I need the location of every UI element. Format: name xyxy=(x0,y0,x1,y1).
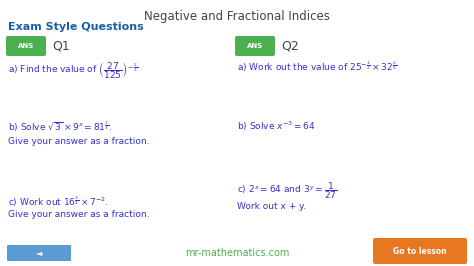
Text: Go to lesson: Go to lesson xyxy=(393,247,447,256)
FancyBboxPatch shape xyxy=(7,245,71,261)
FancyBboxPatch shape xyxy=(6,36,46,56)
Text: ◄: ◄ xyxy=(36,248,42,257)
Text: Exam Style Questions: Exam Style Questions xyxy=(8,22,144,32)
Text: Give your answer as a fraction.: Give your answer as a fraction. xyxy=(8,210,149,219)
FancyBboxPatch shape xyxy=(373,238,467,264)
Text: b) Solve $\sqrt{3} \times 9^{x} = 81^{\frac{2}{3}}$.: b) Solve $\sqrt{3} \times 9^{x} = 81^{\f… xyxy=(8,120,112,135)
Text: ANS: ANS xyxy=(18,43,34,49)
Text: a) Work out the value of $25^{-\frac{1}{2}} \times 32^{\frac{2}{5}}$: a) Work out the value of $25^{-\frac{1}{… xyxy=(237,60,397,74)
Text: Negative and Fractional Indices: Negative and Fractional Indices xyxy=(144,10,330,23)
Text: Q2: Q2 xyxy=(281,39,299,52)
Text: Work out x + y.: Work out x + y. xyxy=(237,202,306,211)
Text: a) Find the value of $\left(\dfrac{27}{125}\right)^{\!-\frac{2}{3}}$: a) Find the value of $\left(\dfrac{27}{1… xyxy=(8,60,138,81)
Text: Give your answer as a fraction.: Give your answer as a fraction. xyxy=(8,137,149,146)
Text: b) Solve $x^{-3} = 64$: b) Solve $x^{-3} = 64$ xyxy=(237,120,316,134)
Text: c) $2^{x} = 64$ and $3^{y} = \dfrac{1}{27}$: c) $2^{x} = 64$ and $3^{y} = \dfrac{1}{2… xyxy=(237,180,337,201)
Text: ANS: ANS xyxy=(247,43,263,49)
Text: Q1: Q1 xyxy=(52,39,70,52)
FancyBboxPatch shape xyxy=(235,36,275,56)
Text: c) Work out $16^{\frac{3}{4}} \times 7^{-2}$.: c) Work out $16^{\frac{3}{4}} \times 7^{… xyxy=(8,195,109,209)
Text: mr-mathematics.com: mr-mathematics.com xyxy=(185,248,289,258)
